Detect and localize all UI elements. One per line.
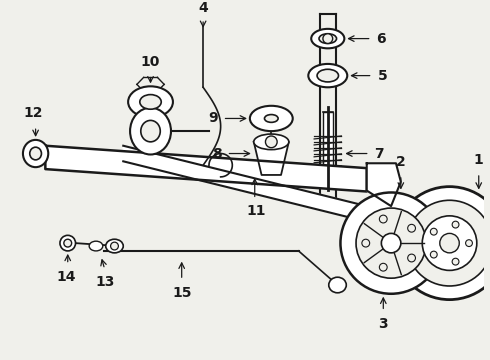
Circle shape [430, 228, 437, 235]
Text: 1: 1 [474, 153, 484, 167]
Text: 10: 10 [141, 55, 160, 69]
Circle shape [408, 224, 416, 232]
Ellipse shape [140, 95, 161, 109]
Ellipse shape [317, 69, 339, 82]
Text: 2: 2 [396, 155, 406, 169]
Text: 14: 14 [56, 270, 75, 284]
Ellipse shape [311, 29, 344, 48]
Text: 3: 3 [378, 317, 388, 331]
Ellipse shape [106, 239, 123, 253]
Circle shape [381, 233, 401, 253]
Ellipse shape [89, 241, 103, 251]
Ellipse shape [23, 140, 48, 167]
Circle shape [408, 254, 416, 262]
Ellipse shape [141, 120, 160, 142]
Circle shape [266, 136, 277, 148]
Ellipse shape [265, 114, 278, 122]
Circle shape [393, 186, 490, 300]
Ellipse shape [329, 277, 346, 293]
Ellipse shape [254, 134, 289, 150]
Text: 13: 13 [95, 275, 115, 289]
Text: 7: 7 [374, 147, 384, 161]
Text: 11: 11 [247, 204, 267, 218]
Circle shape [430, 251, 437, 258]
Ellipse shape [128, 86, 173, 117]
Text: 6: 6 [376, 32, 386, 46]
Circle shape [111, 242, 119, 250]
Polygon shape [123, 146, 367, 222]
Circle shape [379, 263, 387, 271]
Circle shape [407, 200, 490, 286]
Circle shape [452, 221, 459, 228]
Text: 5: 5 [377, 69, 387, 82]
Ellipse shape [308, 64, 347, 87]
Text: 15: 15 [172, 286, 192, 300]
Ellipse shape [319, 34, 337, 44]
Polygon shape [46, 146, 367, 192]
Circle shape [362, 239, 369, 247]
Circle shape [440, 233, 459, 253]
Polygon shape [254, 142, 289, 175]
Text: 12: 12 [24, 107, 44, 120]
Circle shape [356, 208, 426, 278]
Ellipse shape [130, 108, 171, 154]
Text: 4: 4 [198, 1, 208, 15]
Circle shape [452, 258, 459, 265]
Circle shape [466, 240, 472, 247]
Bar [323, 112, 333, 175]
Circle shape [422, 216, 477, 270]
Circle shape [64, 239, 72, 247]
Circle shape [60, 235, 75, 251]
Circle shape [379, 215, 387, 223]
Circle shape [341, 193, 442, 294]
Ellipse shape [30, 147, 42, 160]
Text: 9: 9 [208, 112, 218, 126]
Ellipse shape [250, 106, 293, 131]
Polygon shape [367, 163, 401, 206]
Circle shape [323, 34, 333, 44]
Text: 8: 8 [212, 147, 221, 161]
